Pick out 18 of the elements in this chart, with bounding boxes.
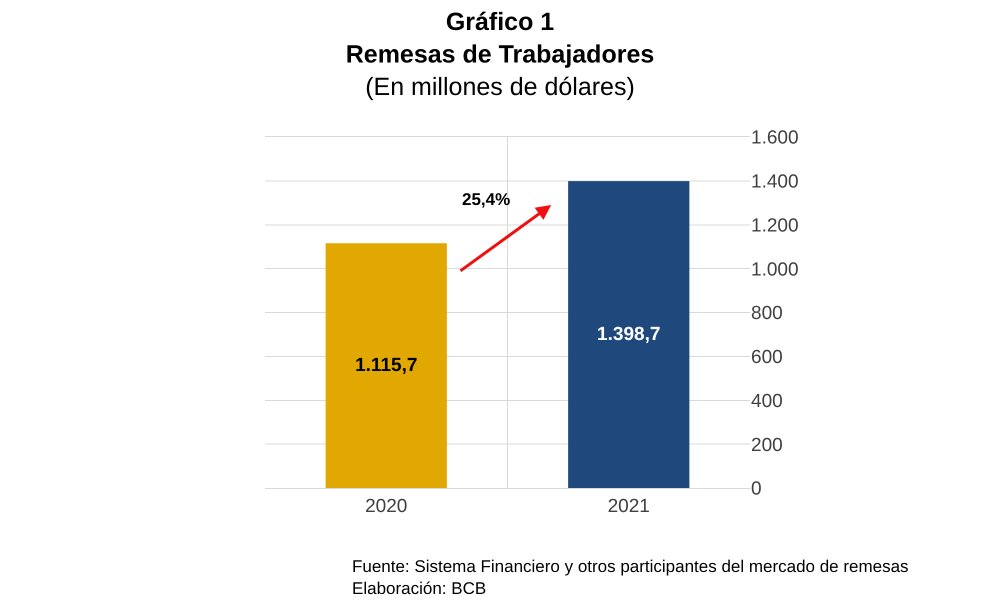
y-tick-label: 600 xyxy=(751,347,783,368)
x-tick-label: 2020 xyxy=(365,496,408,517)
chart-title: Gráfico 1 Remesas de Trabajadores xyxy=(346,8,654,68)
x-tick-label: 2021 xyxy=(608,496,650,517)
y-tick-label: 0 xyxy=(751,478,762,500)
data-label: 1.115,7 xyxy=(355,355,418,376)
y-tick-label: 1.400 xyxy=(751,172,799,193)
y-tick-label: 1.600 xyxy=(751,128,799,149)
y-tick-label: 1.000 xyxy=(751,259,799,280)
source-note: Fuente: Sistema Financiero y otros participantes del mercado de remesas xyxy=(352,557,909,576)
text: Elaboración: BCB xyxy=(352,579,486,598)
data-label: 1.398,7 xyxy=(597,324,660,346)
y-tick-label: 200 xyxy=(751,434,783,456)
y-tick-label: 1.200 xyxy=(751,215,799,236)
chart-subtitle: (En millones de dólares) xyxy=(365,73,635,101)
annotation: 25,4% xyxy=(462,190,510,209)
y-tick-label: 400 xyxy=(751,390,783,412)
y-tick-label: 800 xyxy=(751,303,783,324)
